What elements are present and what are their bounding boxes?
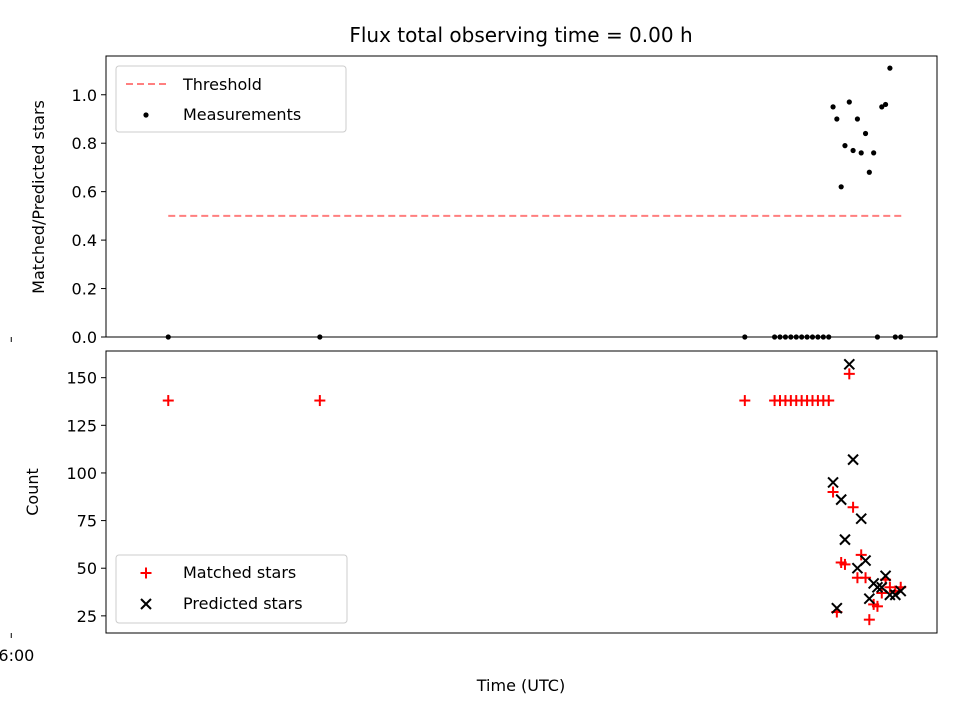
bottom-y-tick-label: 25 bbox=[77, 607, 97, 626]
bottom-legend-box bbox=[115, 554, 348, 624]
measurement-point bbox=[850, 147, 856, 154]
legend-predicted-marker bbox=[140, 598, 152, 610]
matched-star-point bbox=[876, 587, 888, 599]
measurement-point bbox=[882, 101, 889, 108]
top-y-tick-label: 1.0 bbox=[72, 86, 97, 105]
legend-matched-swatch bbox=[140, 567, 152, 579]
legend-predicted-label: Predicted stars bbox=[183, 594, 303, 613]
bottom-y-axis: 25 50 75 100 125 150 bbox=[66, 369, 106, 626]
measurement-point bbox=[838, 184, 844, 190]
top-y-tick-label: 0.8 bbox=[72, 134, 97, 153]
bottom-x-axis: 18:0020:0022:0000:0002:0004:0006:00 bbox=[0, 633, 34, 665]
matched-star-point bbox=[823, 395, 835, 407]
top-x-ticks bbox=[10, 337, 12, 342]
bottom-y-tick-label: 75 bbox=[77, 512, 97, 531]
predicted-star-point bbox=[831, 602, 843, 614]
predicted-star-point bbox=[871, 581, 884, 593]
measurement-point bbox=[866, 169, 872, 175]
measurement-point bbox=[834, 116, 840, 122]
matched-star-point bbox=[314, 395, 326, 407]
predicted-star-point bbox=[835, 493, 847, 506]
matched-star-point bbox=[847, 501, 859, 513]
legend-predicted-swatch bbox=[140, 598, 152, 610]
top-panel: 0.0 0.2 0.4 0.6 0.8 1.0 Matched/Predicted sta… bbox=[10, 55, 938, 347]
predicted-star-point bbox=[839, 533, 851, 546]
legend-measurements-swatch bbox=[143, 112, 149, 118]
legend-matched-marker bbox=[140, 567, 152, 579]
top-legend-box bbox=[115, 65, 347, 133]
bottom-y-tick-label: 125 bbox=[66, 416, 97, 435]
bottom-y-tick-label: 50 bbox=[77, 559, 97, 578]
bottom-marks bbox=[162, 358, 907, 626]
matched-star-point bbox=[860, 572, 872, 584]
predicted-star-point bbox=[855, 512, 867, 525]
bottom-y-axis-label: Count bbox=[23, 468, 42, 516]
top-y-tick-label: 0.6 bbox=[72, 183, 97, 202]
matched-star-point bbox=[162, 395, 174, 407]
predicted-star-point bbox=[879, 570, 892, 582]
measurement-point bbox=[862, 130, 869, 137]
bottom-panel: 25 50 75 100 125 150 18:0020:0022:0000:0002:0… bbox=[0, 350, 938, 695]
top-y-axis-label: Matched/Predicted stars bbox=[29, 100, 48, 294]
legend-matched-label: Matched stars bbox=[183, 563, 296, 582]
predicted-star-point bbox=[847, 453, 859, 466]
matched-star-point bbox=[871, 600, 883, 612]
predicted-star-point bbox=[895, 585, 907, 597]
predicted-star-point bbox=[827, 476, 839, 489]
measurement-point bbox=[871, 150, 877, 156]
chart-title: Flux total observing time = 0.00 h bbox=[349, 23, 692, 47]
legend-measurements-label: Measurements bbox=[183, 105, 301, 124]
measurement-point bbox=[854, 116, 861, 122]
predicted-star-point bbox=[843, 358, 856, 371]
bottom-legend: Matched stars Predicted stars bbox=[115, 554, 348, 624]
matched-star-point bbox=[843, 368, 855, 380]
matched-star-point bbox=[855, 549, 867, 561]
measurement-point bbox=[887, 65, 893, 71]
matched-star-point bbox=[739, 395, 751, 407]
bottom-y-tick-label: 100 bbox=[66, 464, 97, 483]
top-legend: Threshold Measurements bbox=[115, 65, 347, 133]
measurement-point bbox=[858, 150, 864, 156]
matched-star-point bbox=[839, 558, 851, 570]
matched-star-point bbox=[827, 486, 839, 498]
top-y-tick-label: 0.0 bbox=[72, 328, 97, 347]
top-y-tick-label: 0.4 bbox=[72, 231, 97, 250]
measurement-point bbox=[846, 99, 852, 105]
x-tick-label: 06:00 bbox=[0, 646, 34, 665]
top-y-axis: 0.0 0.2 0.4 0.6 0.8 1.0 bbox=[72, 86, 106, 347]
x-axis-label: Time (UTC) bbox=[476, 676, 565, 695]
top-plot-frame bbox=[105, 55, 938, 338]
top-y-tick-label: 0.2 bbox=[72, 280, 97, 299]
measurement-point bbox=[879, 104, 885, 110]
predicted-star-point bbox=[889, 589, 902, 601]
legend-threshold-label: Threshold bbox=[182, 75, 262, 94]
predicted-star-point bbox=[863, 592, 876, 605]
matched-star-point bbox=[863, 614, 875, 626]
measurement-point bbox=[842, 143, 848, 149]
measurement-point bbox=[830, 104, 836, 110]
predicted-star-point bbox=[859, 554, 872, 567]
bottom-plot-frame bbox=[105, 350, 938, 634]
bottom-y-tick-label: 150 bbox=[66, 369, 97, 388]
